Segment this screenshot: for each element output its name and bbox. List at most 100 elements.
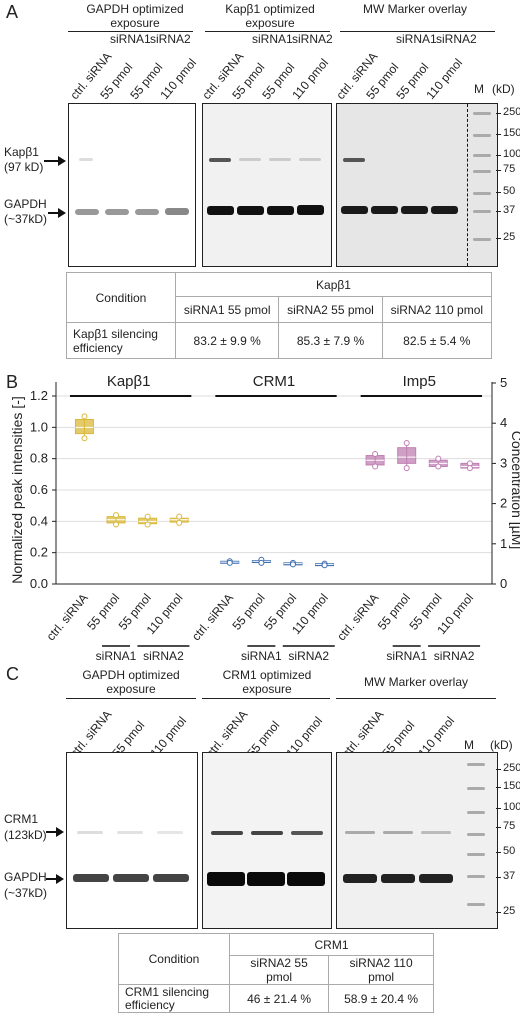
y-tick-label: 0.0 <box>30 576 48 591</box>
band <box>343 874 377 883</box>
band <box>467 811 485 814</box>
group-title: CRM1 <box>253 373 296 390</box>
data-point <box>403 465 410 472</box>
sirna2-label: siRNA2 <box>434 649 475 660</box>
sirna1-label: siRNA1 <box>96 649 137 660</box>
data-point <box>372 450 379 457</box>
panel-a-letter: A <box>6 2 19 22</box>
mw-label: 75 <box>503 820 516 832</box>
panel-a-lane-2-4: 110 pmol <box>289 55 332 102</box>
band <box>117 831 143 834</box>
panel-c-header-rule-2 <box>202 698 330 699</box>
band <box>473 154 491 157</box>
panel-c-target-kd: (123kD) <box>4 828 47 842</box>
band <box>467 833 485 836</box>
mw-label: 250 <box>503 106 520 118</box>
panel-c-header-gapdh: GAPDH optimized exposure <box>82 668 180 696</box>
panel-a-header-rule-1 <box>68 31 193 32</box>
table-col: siRNA2 55 pmol <box>278 296 383 323</box>
data-point <box>258 559 265 566</box>
mw-tick <box>496 134 501 135</box>
panel-c-gapdh-label: GAPDH <box>4 870 47 884</box>
mw-tick <box>496 808 501 809</box>
mw-label: 100 <box>503 148 520 160</box>
mw-tick <box>496 170 501 171</box>
y2-tick-label: 1 <box>500 536 507 551</box>
mw-tick <box>496 827 501 828</box>
band <box>135 209 159 215</box>
panel-a-lane-3-4: 110 pmol <box>423 55 466 102</box>
band <box>383 831 413 834</box>
panel-a-header-rule-2 <box>205 31 330 32</box>
mw-tick <box>496 769 501 770</box>
panel-c-gapdh-arrow <box>46 874 64 884</box>
band <box>341 206 368 214</box>
mw-label: 25 <box>503 905 516 917</box>
band <box>75 209 99 215</box>
panel-a-sirna1-label-2: siRNA1 <box>252 32 293 46</box>
table-protein: Kapβ1 <box>175 272 492 297</box>
panel-c-blot-crm <box>202 752 332 929</box>
data-point <box>226 559 233 566</box>
y2-tick-label: 0 <box>500 576 507 591</box>
band <box>299 158 321 161</box>
band <box>207 206 234 215</box>
y-tick-label: 1.0 <box>30 419 48 434</box>
table-value: 58.9 ± 20.4 % <box>328 984 434 1013</box>
band <box>207 872 245 886</box>
band <box>345 831 375 834</box>
data-point <box>435 455 442 462</box>
panel-c-gapdh-kd: (~37kD) <box>4 886 48 900</box>
panel-a-blot-gapdh <box>68 103 196 267</box>
y2-tick-label: 4 <box>500 415 507 430</box>
mw-tick <box>496 113 501 114</box>
y-axis-label: Normalized peak intensities [-] <box>9 396 25 584</box>
panel-a-sirna1-label-3: siRNA1 <box>396 32 437 46</box>
panel-a-sirna2-label-3: siRNA2 <box>436 32 477 46</box>
panel-a-gapdh-arrow <box>48 208 66 218</box>
band <box>251 831 283 835</box>
panel-a-blot-kap <box>202 103 332 267</box>
band <box>421 831 451 834</box>
band <box>165 208 189 215</box>
y2-tick-label: 2 <box>500 496 507 511</box>
panel-a-header-mw: MW Marker overlay <box>362 2 467 16</box>
data-point <box>81 435 88 442</box>
panel-a-sirna2-label-1: siRNA2 <box>150 32 191 46</box>
panel-a-sirna1-label-1: siRNA1 <box>110 32 151 46</box>
band <box>431 206 458 214</box>
y2-axis-label: Concentration [µM] <box>509 431 520 550</box>
group-title: Imp5 <box>403 373 436 390</box>
x-tick-label: 55 pmol <box>84 591 122 633</box>
mw-label: 250 <box>503 762 520 774</box>
x-tick-label: 55 pmol <box>375 591 413 633</box>
panel-a-target-arrow <box>44 156 66 166</box>
table-condition: Condition <box>66 272 176 323</box>
panel-c-letter: C <box>6 664 19 684</box>
mw-tick <box>496 877 501 878</box>
panel-a-marker-lane: M <box>474 82 484 96</box>
data-point <box>372 463 379 470</box>
mw-label: 100 <box>503 801 520 813</box>
panel-c-header-rule-3 <box>336 698 496 699</box>
table-value: 85.3 ± 7.9 % <box>278 322 383 359</box>
data-point <box>144 521 151 528</box>
mw-label: 150 <box>503 127 520 139</box>
data-point <box>113 521 120 528</box>
band <box>79 158 93 161</box>
band <box>371 206 398 214</box>
data-point <box>144 513 151 520</box>
data-point <box>435 463 442 470</box>
mw-tick <box>496 787 501 788</box>
band <box>237 206 264 215</box>
table-col: siRNA2 55 pmol <box>228 955 330 985</box>
data-point <box>113 512 120 519</box>
group-title: Kapβ1 <box>107 373 151 390</box>
mw-label: 37 <box>503 870 516 882</box>
table-value: 82.5 ± 5.4 % <box>381 322 493 359</box>
mw-tick <box>496 912 501 913</box>
y2-tick-label: 3 <box>500 455 507 470</box>
y-tick-label: 0.6 <box>30 482 48 497</box>
band <box>157 831 183 834</box>
band <box>77 831 103 834</box>
